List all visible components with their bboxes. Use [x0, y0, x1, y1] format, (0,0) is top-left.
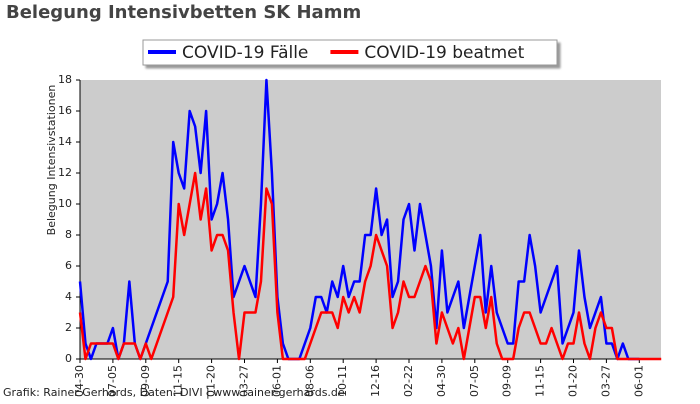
x-tick-label: 03-27 [238, 365, 251, 397]
y-tick-label: 18 [58, 73, 72, 86]
x-tick-label: 01-20 [205, 365, 218, 397]
x-tick-label: 08-06 [303, 365, 316, 397]
x-tick-label: 02-22 [402, 365, 415, 397]
y-tick-label: 8 [65, 228, 72, 241]
x-tick-label: 06-01 [632, 365, 645, 397]
x-tick-label: 09-09 [139, 365, 152, 397]
series-line [78, 78, 640, 361]
x-tick-label: 10-11 [336, 365, 349, 397]
x-tick-label: 11-15 [534, 365, 547, 397]
y-tick-label: 16 [58, 104, 72, 117]
y-tick-label: 14 [58, 135, 72, 148]
legend-label: COVID-19 beatmet [364, 43, 524, 63]
x-tick-label: 03-27 [599, 365, 612, 397]
y-tick-label: 2 [65, 321, 72, 334]
y-tick-label: 6 [65, 259, 72, 272]
x-tick-label: 12-16 [369, 365, 382, 397]
y-tick-label: 0 [65, 352, 72, 365]
x-tick-label: 07-05 [106, 365, 119, 397]
y-tick-label: 12 [58, 166, 72, 179]
series-line [78, 171, 662, 361]
x-tick-label: 04-30 [435, 365, 448, 397]
chart-title: Belegung Intensivbetten SK Hamm [6, 2, 361, 23]
x-tick-label: 01-20 [567, 365, 580, 397]
x-tick-label: 04-30 [73, 365, 86, 397]
x-tick-label: 11-15 [172, 365, 185, 397]
y-tick-label: 4 [65, 290, 72, 303]
x-tick-label: 06-01 [270, 365, 283, 397]
y-tick-label: 10 [58, 197, 72, 210]
x-tick-label: 07-05 [468, 365, 481, 397]
footer-note: Grafik: Rainer Gerhards, Daten: DIVI | w… [3, 386, 345, 399]
x-tick-label: 09-09 [501, 365, 514, 397]
y-axis-label: Belegung Intensivstationen [45, 85, 58, 236]
legend-label: COVID-19 Fälle [182, 43, 308, 63]
